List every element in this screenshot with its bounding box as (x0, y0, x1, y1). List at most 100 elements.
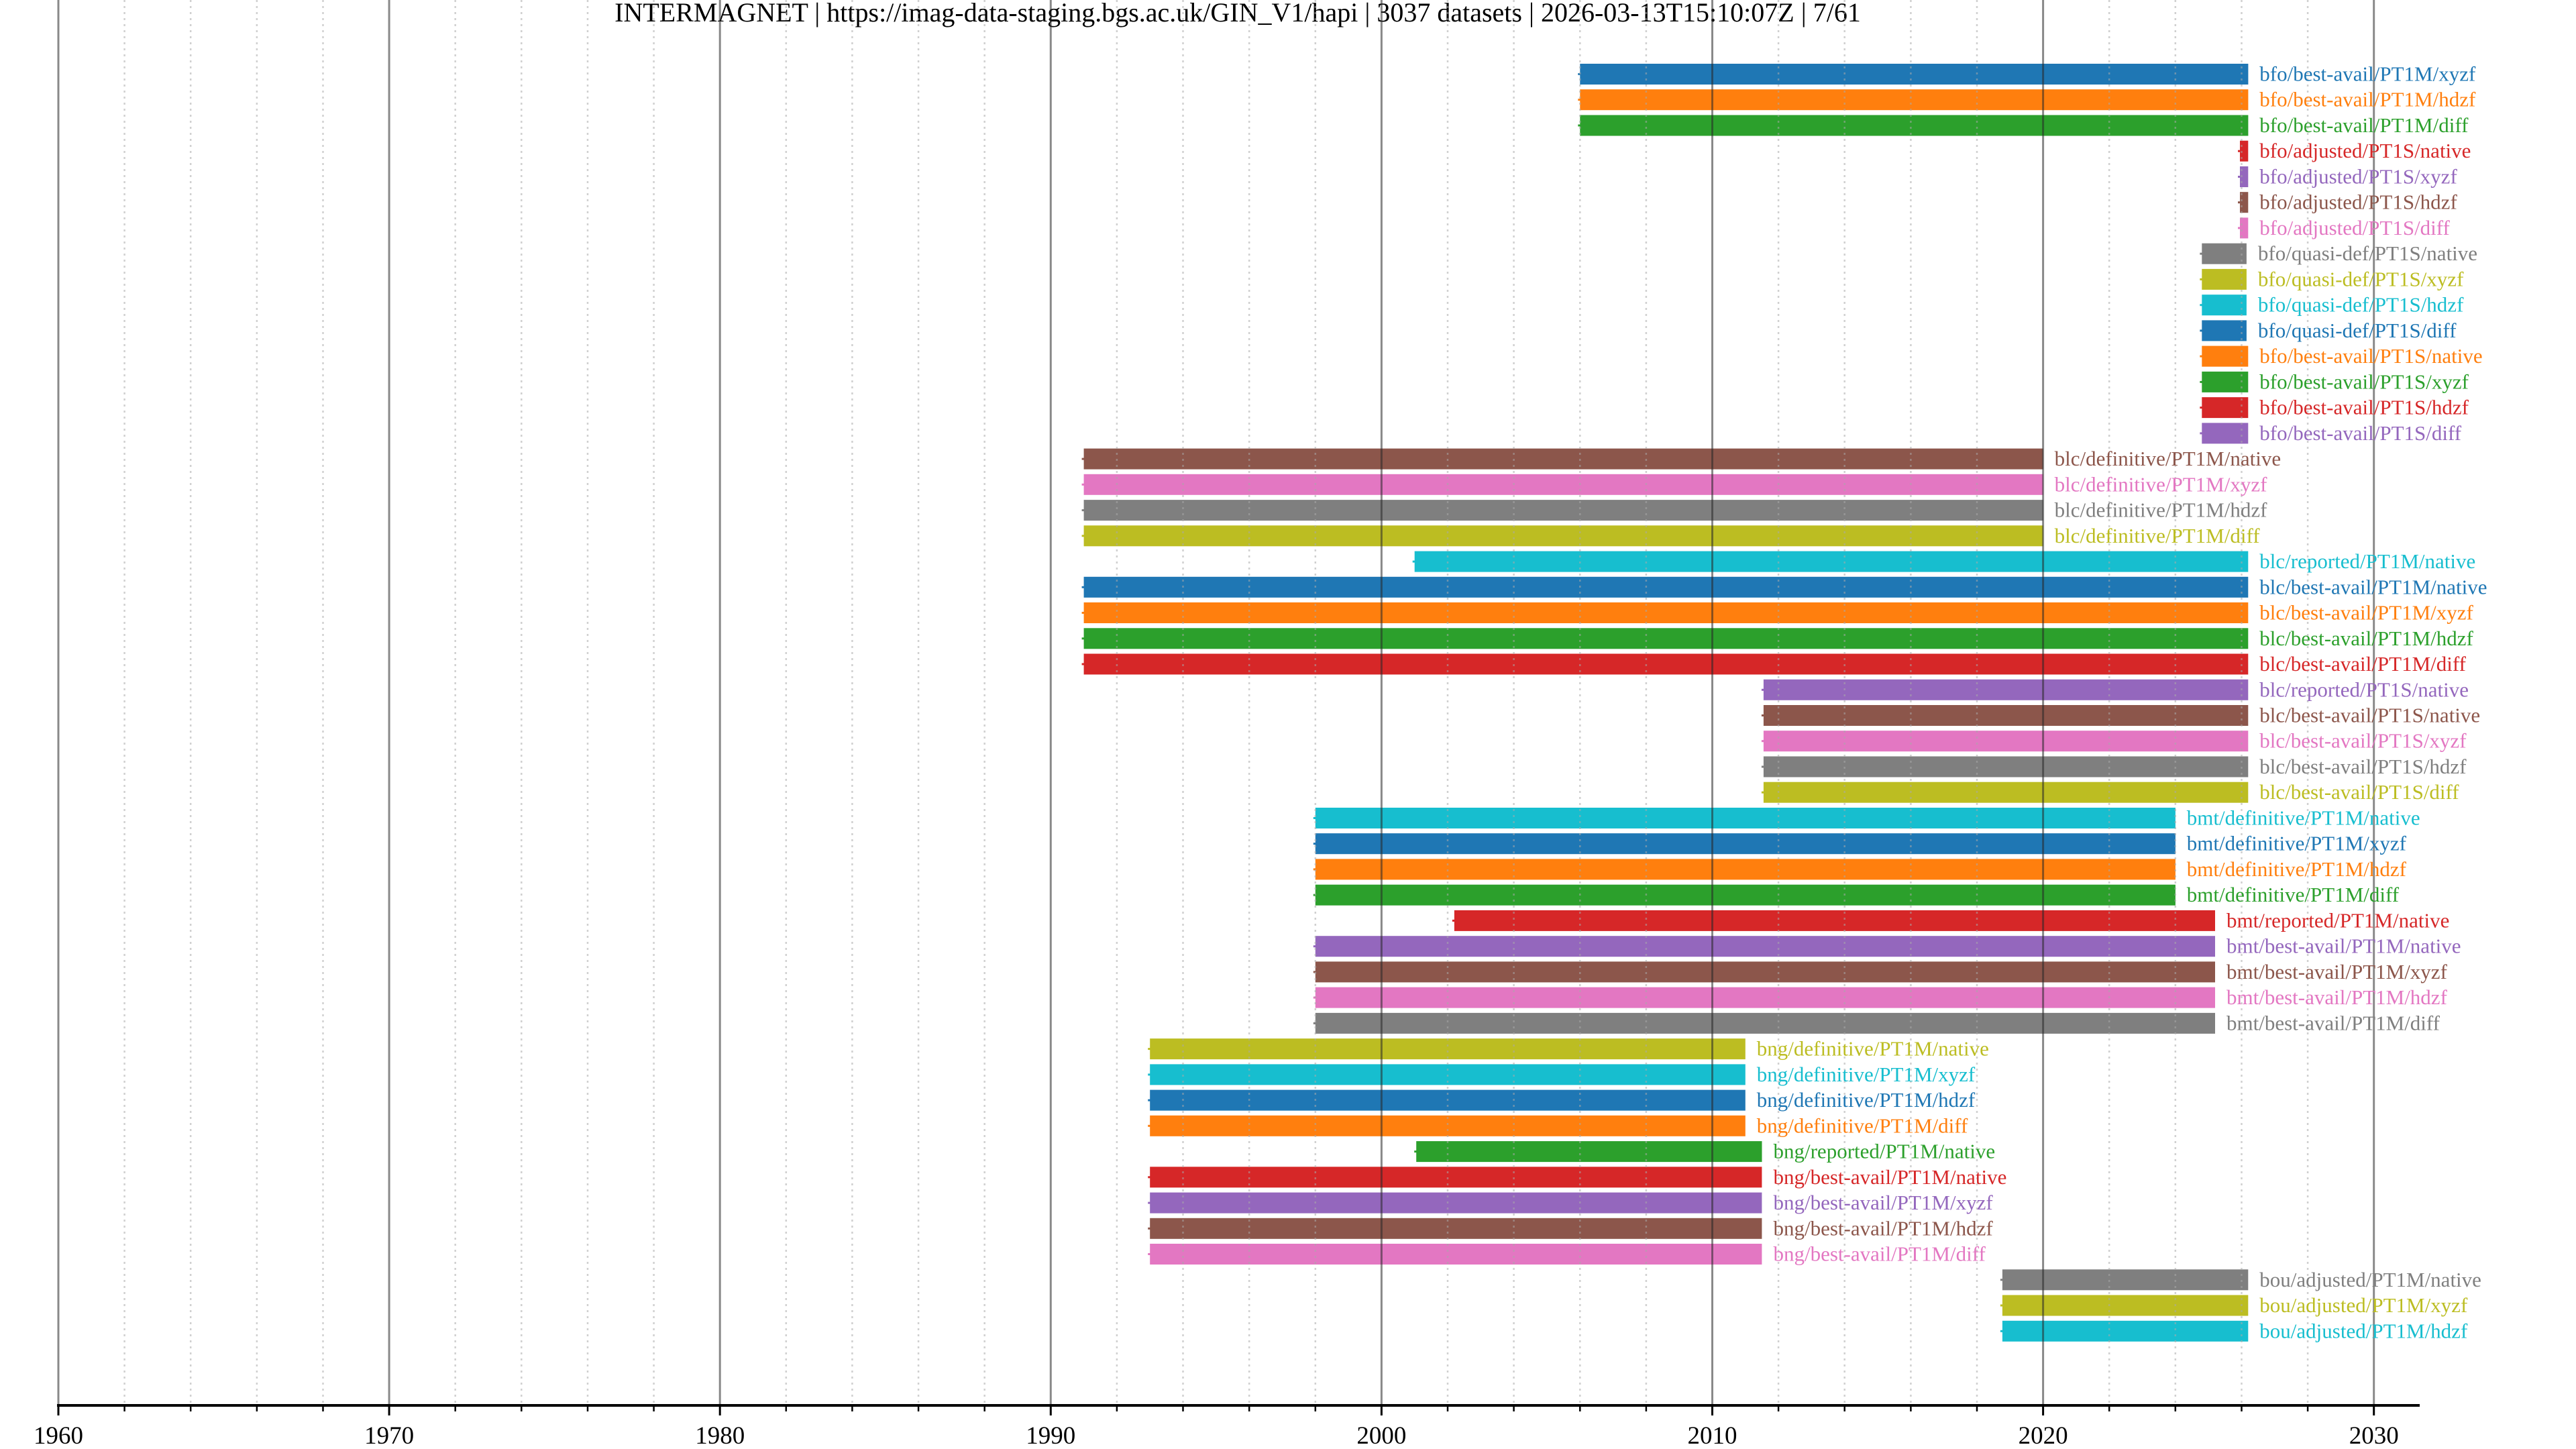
dataset-label: bmt/best-avail/PT1M/native (2226, 934, 2461, 958)
dataset-label: bfo/best-avail/PT1S/hdzf (2259, 396, 2469, 419)
timeline-bar (2202, 243, 2247, 264)
timeline-bar (1580, 89, 2249, 111)
dataset-label: bfo/best-avail/PT1M/hdzf (2259, 88, 2476, 111)
timeline-bar (1315, 884, 2176, 906)
timeline-bar (1150, 1192, 1762, 1214)
grid-layer (57, 0, 2375, 1405)
timeline-bar (1315, 961, 2215, 983)
timeline-bar (2002, 1269, 2249, 1291)
dataset-label: bou/adjusted/PT1M/native (2259, 1268, 2481, 1291)
dataset-label: blc/best-avail/PT1S/native (2259, 704, 2480, 727)
labels-layer: bfo/best-avail/PT1M/xyzfbfo/best-avail/P… (1757, 62, 2487, 1343)
dataset-label: bfo/best-avail/PT1M/diff (2259, 113, 2469, 137)
dataset-label: bng/best-avail/PT1M/xyzf (1774, 1191, 1994, 1214)
dataset-label: bfo/best-avail/PT1S/diff (2259, 421, 2461, 445)
x-tick-label: 2010 (1688, 1422, 1737, 1449)
x-tick-label: 1960 (34, 1422, 83, 1449)
dataset-label: blc/definitive/PT1M/diff (2055, 524, 2261, 547)
dataset-label: bmt/reported/PT1M/native (2226, 908, 2449, 932)
timeline-bar (1416, 1141, 1762, 1163)
timeline-bar (2202, 371, 2249, 392)
dataset-label: bmt/best-avail/PT1M/diff (2226, 1011, 2440, 1034)
timeline-bar (1763, 731, 2249, 752)
timeline-bar (1315, 936, 2215, 957)
dataset-label: blc/best-avail/PT1M/hdzf (2259, 627, 2473, 650)
dataset-label: blc/definitive/PT1M/native (2055, 447, 2282, 470)
dataset-label: bfo/adjusted/PT1S/hdzf (2259, 191, 2457, 214)
dataset-label: bng/definitive/PT1M/diff (1757, 1114, 1968, 1137)
dataset-label: bou/adjusted/PT1M/xyzf (2259, 1293, 2468, 1317)
dataset-label: bfo/quasi-def/PT1S/diff (2258, 319, 2457, 342)
timeline-bar (2202, 320, 2247, 341)
dataset-label: blc/best-avail/PT1S/hdzf (2259, 755, 2467, 778)
timeline-bar (1083, 448, 2043, 470)
chart-title: INTERMAGNET | https://imag-data-staging.… (614, 0, 1861, 28)
dataset-label: bng/best-avail/PT1M/hdzf (1774, 1216, 1994, 1240)
timeline-bar (1315, 808, 2176, 828)
timeline-bar (1454, 910, 2215, 931)
x-tick-label: 2030 (2349, 1422, 2399, 1449)
dataset-label: bfo/best-avail/PT1S/xyzf (2259, 370, 2469, 393)
timeline-bar (1083, 525, 2043, 547)
timeline-bar (1083, 653, 2249, 675)
timeline-bar (2240, 217, 2249, 239)
dataset-label: bfo/adjusted/PT1S/native (2259, 139, 2471, 162)
dataset-label: blc/best-avail/PT1M/native (2259, 575, 2487, 598)
dataset-label: bmt/definitive/PT1M/diff (2187, 883, 2400, 906)
timeline-bar (1150, 1218, 1762, 1239)
dataset-label: blc/best-avail/PT1M/diff (2259, 652, 2466, 676)
dataset-label: bfo/best-avail/PT1S/native (2259, 344, 2482, 368)
dataset-label: blc/best-avail/PT1S/xyzf (2259, 729, 2467, 753)
timeline-bar (1150, 1038, 1746, 1060)
dataset-label: bfo/quasi-def/PT1S/xyzf (2258, 267, 2464, 290)
timeline-bar (1150, 1244, 1762, 1265)
dataset-label: bfo/quasi-def/PT1S/native (2258, 241, 2477, 265)
timeline-bar (1083, 576, 2249, 598)
timeline-bar (2202, 345, 2249, 367)
timeline-bar (1315, 987, 2215, 1008)
timeline-bar (1315, 833, 2176, 855)
timeline-bar (1414, 551, 2249, 572)
dataset-label: bng/reported/PT1M/native (1774, 1140, 1996, 1163)
timeline-bar (2002, 1295, 2249, 1316)
dataset-label: blc/best-avail/PT1M/xyzf (2259, 601, 2473, 625)
dataset-label: blc/reported/PT1S/native (2259, 678, 2469, 701)
dataset-label: blc/definitive/PT1M/hdzf (2055, 498, 2268, 522)
dataset-label: blc/reported/PT1M/native (2259, 549, 2475, 573)
timeline-bar (1315, 859, 2176, 880)
dataset-label: blc/best-avail/PT1S/diff (2259, 780, 2459, 804)
timeline-bar (1083, 602, 2249, 623)
timeline-bar (1580, 64, 2249, 85)
timeline-bar (1763, 705, 2249, 726)
dataset-label: bmt/definitive/PT1M/native (2187, 806, 2420, 830)
dataset-label: bng/best-avail/PT1M/diff (1774, 1242, 1986, 1266)
x-tick-label: 1980 (695, 1422, 745, 1449)
timeline-bar (1083, 628, 2249, 649)
dataset-label: blc/definitive/PT1M/xyzf (2055, 472, 2268, 496)
dataset-label: bfo/best-avail/PT1M/xyzf (2259, 62, 2476, 86)
dataset-label: bng/definitive/PT1M/hdzf (1757, 1088, 1976, 1112)
dataset-label: bng/best-avail/PT1M/native (1774, 1165, 2007, 1189)
timeline-bar (2240, 192, 2249, 213)
timeline-bar (2202, 423, 2249, 444)
dataset-label: bmt/best-avail/PT1M/xyzf (2226, 960, 2448, 983)
dataset-label: bou/adjusted/PT1M/hdzf (2259, 1319, 2468, 1342)
timeline-bar (2002, 1320, 2249, 1342)
bars-layer (1081, 64, 2249, 1342)
x-tick-label: 2000 (1356, 1422, 1406, 1449)
x-tick-label: 1970 (364, 1422, 414, 1449)
dataset-label: bfo/adjusted/PT1S/xyzf (2259, 165, 2457, 189)
timeline-bar (2202, 294, 2247, 316)
timeline-bar (1083, 500, 2043, 521)
timeline-bar (2202, 268, 2247, 290)
dataset-label: bng/definitive/PT1M/native (1757, 1037, 1989, 1061)
dataset-label: bng/definitive/PT1M/xyzf (1757, 1063, 1976, 1086)
timeline-bar (2202, 397, 2249, 419)
dataset-label: bmt/best-avail/PT1M/hdzf (2226, 985, 2448, 1009)
timeline-bar (1150, 1167, 1762, 1188)
timeline-bar (1580, 115, 2249, 136)
dataset-label: bfo/adjusted/PT1S/diff (2259, 216, 2450, 239)
timeline-bar (1083, 474, 2043, 495)
dataset-label: bmt/definitive/PT1M/hdzf (2187, 857, 2407, 881)
x-tick-label: 2020 (2019, 1422, 2068, 1449)
